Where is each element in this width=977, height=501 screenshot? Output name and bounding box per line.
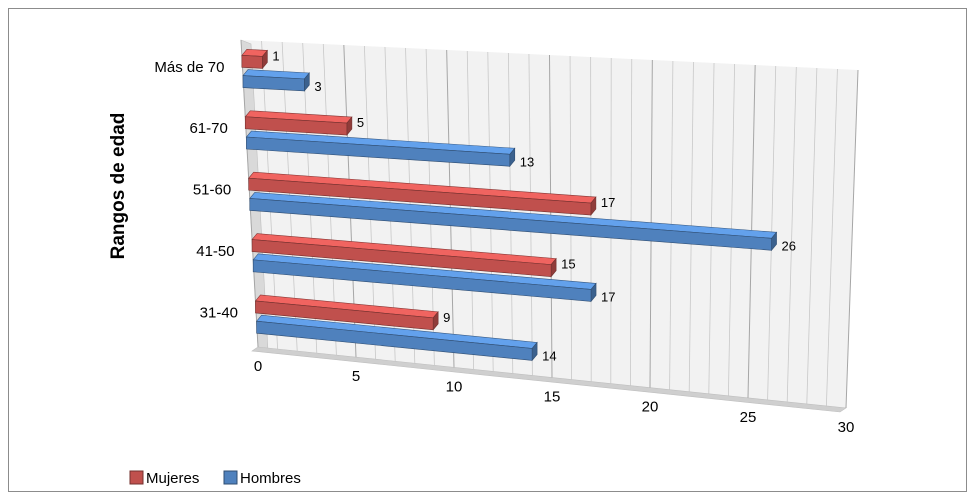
- legend-label-hombres: Hombres: [240, 470, 301, 487]
- bar-front-face: [255, 300, 434, 331]
- bar-front-face: [249, 198, 772, 251]
- category-label: 51-60: [193, 182, 231, 199]
- data-label-hombres: 14: [542, 348, 556, 363]
- bar-front-face: [242, 75, 305, 92]
- legend-swatch-hombres: [223, 470, 238, 485]
- category-labels: Más de 70 61-70 51-60 41-50 31-40: [154, 59, 238, 322]
- bar-front-face: [246, 136, 511, 167]
- bar-front-face: [241, 55, 263, 69]
- category-label: Más de 70: [154, 59, 224, 76]
- bar-front-face: [248, 177, 592, 216]
- data-label-hombres: 26: [782, 238, 796, 253]
- bar-front-face: [256, 320, 533, 361]
- bar-mujeres-2: [248, 171, 597, 216]
- y-axis-title: Rangos de edad: [108, 113, 129, 260]
- x-tick-label: 30: [838, 419, 855, 436]
- gridline: [845, 69, 859, 409]
- gridline: [826, 68, 838, 406]
- gridline: [806, 67, 818, 404]
- category-label: 31-40: [200, 304, 238, 321]
- data-label-mujeres: 9: [443, 310, 450, 325]
- bar-hombres-4: [242, 69, 310, 92]
- data-label-hombres: 3: [314, 79, 321, 94]
- data-label-hombres: 17: [601, 289, 615, 304]
- x-tick-labels: 0 5 10 15 20 25 30: [254, 358, 855, 436]
- category-label: 61-70: [189, 120, 227, 137]
- bar-hombres-1: [252, 253, 597, 303]
- bar-front-face: [244, 116, 348, 136]
- gridline: [240, 39, 259, 348]
- x-tick-label: 15: [544, 389, 561, 406]
- bar-front-face: [252, 259, 592, 302]
- x-tick-label: 25: [740, 409, 757, 426]
- bar-mujeres-3: [244, 110, 353, 136]
- bar-mujeres-1: [251, 233, 557, 278]
- bar-hombres-2: [249, 192, 778, 252]
- legend: Mujeres Hombres: [129, 470, 301, 487]
- bar-hombres-3: [245, 130, 516, 168]
- data-label-mujeres: 1: [272, 48, 279, 63]
- legend-swatch-mujeres: [129, 470, 144, 485]
- bar-hombres-0: [255, 314, 538, 362]
- data-label-mujeres: 17: [601, 195, 615, 210]
- data-label-mujeres: 15: [561, 257, 575, 272]
- bars: [241, 49, 778, 362]
- data-label-hombres: 13: [520, 154, 534, 169]
- x-tick-label: 20: [642, 399, 659, 416]
- legend-label-mujeres: Mujeres: [146, 470, 199, 487]
- data-label-mujeres: 5: [357, 115, 364, 130]
- x-tick-label: 0: [254, 358, 262, 375]
- bar-front-face: [251, 239, 552, 277]
- category-label: 41-50: [196, 243, 234, 260]
- bar-mujeres-0: [254, 294, 439, 331]
- x-tick-label: 5: [352, 368, 360, 385]
- x-tick-label: 10: [446, 378, 463, 395]
- bar-mujeres-4: [241, 49, 268, 70]
- gridline: [786, 66, 797, 402]
